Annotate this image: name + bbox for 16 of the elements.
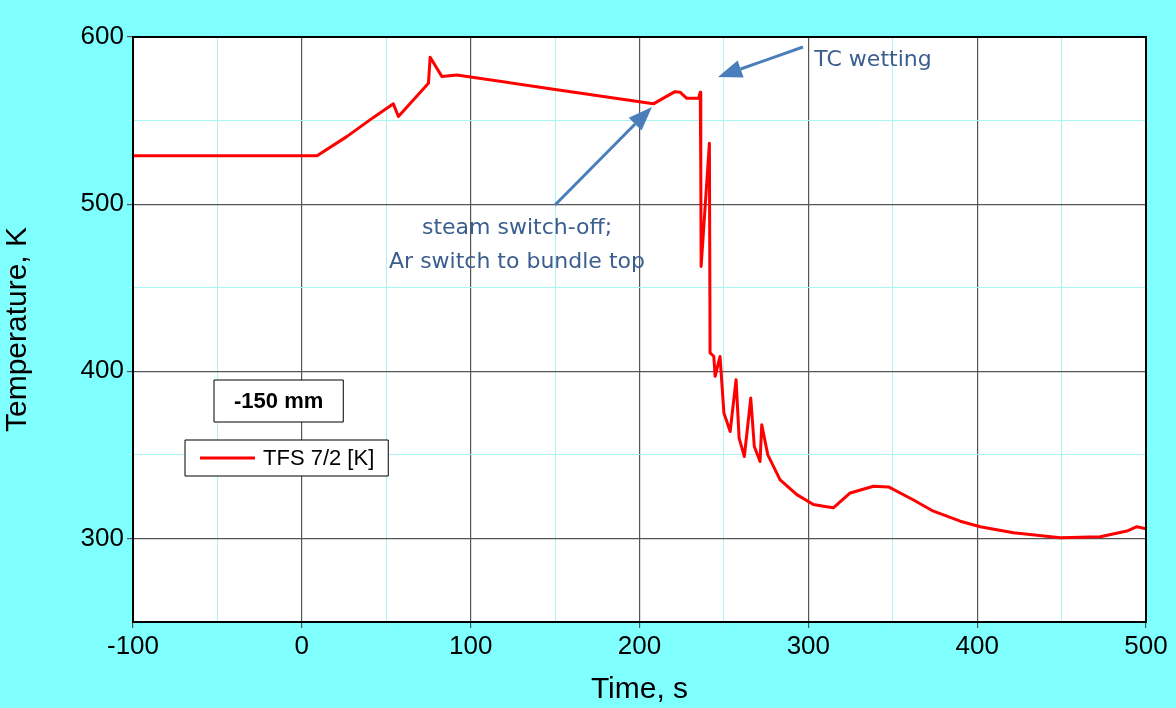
x-tick-label: 300: [786, 629, 831, 660]
y-tick-label: 500: [80, 187, 124, 218]
x-tick-label: 0: [294, 629, 310, 660]
legend-title: -150 mm: [234, 388, 324, 414]
y-axis-title: Temperature, K: [0, 226, 33, 433]
x-tick-label: 200: [617, 629, 662, 660]
x-tick-label: 400: [955, 629, 999, 660]
y-tick-label: 400: [80, 354, 124, 385]
annotation: TC wetting: [814, 45, 932, 73]
x-tick-label: -100: [106, 629, 160, 660]
y-tick-label: 600: [80, 20, 124, 51]
x-axis-title: Time, s: [590, 671, 689, 705]
x-tick-label: 500: [1124, 629, 1168, 660]
legend-label: TFS 7/2 [K]: [263, 445, 375, 471]
y-tick-label: 300: [80, 521, 124, 552]
x-tick-label: 100: [448, 629, 493, 660]
